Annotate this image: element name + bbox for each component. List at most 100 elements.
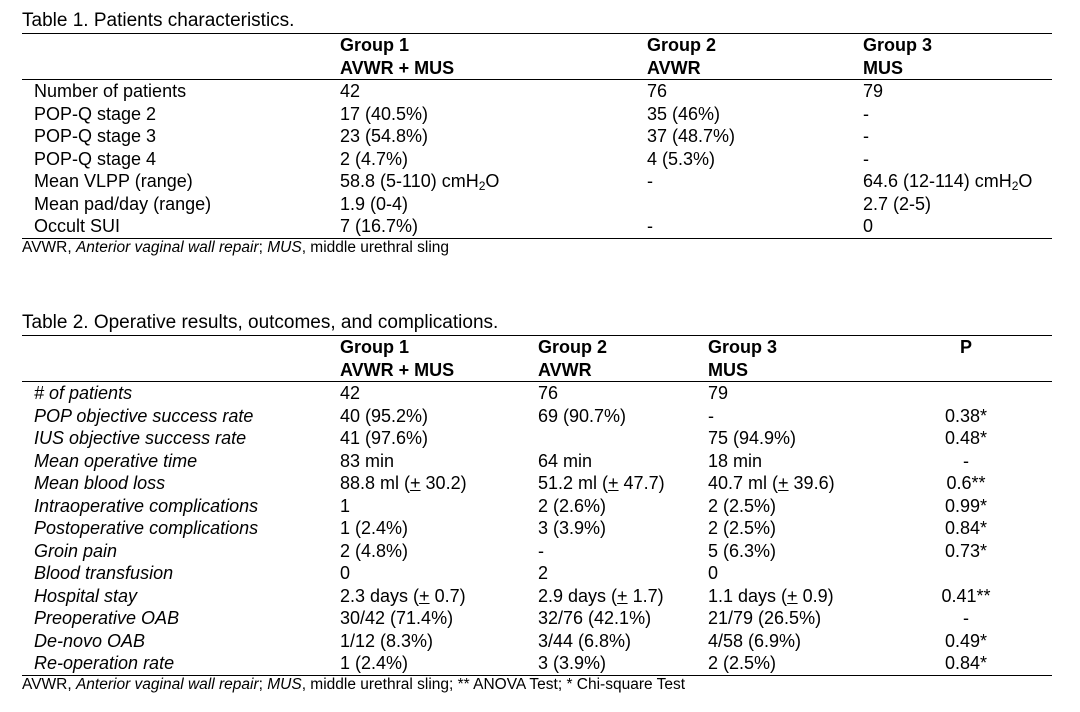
- table-cell: [647, 193, 863, 216]
- p-value-cell: -: [963, 450, 969, 471]
- table-cell: 0: [340, 563, 351, 583]
- table-1-header-group1: Group 1: [340, 35, 410, 55]
- table-row: Number of patients 42 76 79: [22, 80, 1052, 103]
- table-cell: 4/58 (6.9%): [708, 630, 802, 651]
- p-value-cell: 0.6**: [946, 473, 986, 493]
- table-2-subheader-group2: AVWR: [538, 358, 708, 382]
- table-2-caption: Table 2. Operative results, outcomes, an…: [22, 312, 1052, 336]
- table-cell: -: [647, 215, 863, 239]
- footnote-italic-abbrev: MUS: [267, 238, 302, 256]
- footnote-rest: , middle urethral sling: [301, 238, 450, 256]
- table-row: # of patients 42 76 79: [22, 382, 1052, 405]
- table-1-header-blank: [22, 34, 340, 57]
- p-value-cell: 0.49*: [944, 630, 988, 651]
- table-2-subheader-p: [880, 358, 1052, 382]
- table-cell: 5 (6.3%): [708, 540, 777, 561]
- table-cell: 2.7 (2-5): [863, 193, 932, 214]
- row-label: Preoperative OAB: [34, 608, 180, 628]
- table-cell: 35 (46%): [647, 103, 721, 124]
- footnote-abbrev: AVWR,: [22, 675, 76, 693]
- p-value-cell: [880, 562, 1052, 585]
- footnote-separator: ;: [258, 238, 268, 256]
- table-row: Preoperative OAB 30/42 (71.4%) 32/76 (42.1…: [22, 607, 1052, 630]
- table-row: POP-Q stage 2 17 (40.5%) 35 (46%) -: [22, 103, 1052, 126]
- table-cell: 3 (3.9%): [538, 518, 607, 538]
- table-cell: 3/44 (6.8%): [538, 630, 632, 651]
- table-cell: [538, 427, 708, 450]
- table-cell: 23 (54.8%): [340, 126, 429, 146]
- table-cell: -: [863, 103, 869, 124]
- table-cell: 0: [863, 215, 1052, 239]
- table-cell: 40.7 ml (+ 39.6): [708, 473, 835, 493]
- table-row: POP objective success rate 40 (95.2%) 69 (…: [22, 405, 1052, 428]
- table-cell: 7 (16.7%): [340, 215, 647, 239]
- table-cell: 69 (90.7%): [538, 405, 627, 426]
- table-cell: 1: [340, 495, 351, 516]
- row-label: Mean pad/day (range): [34, 193, 212, 214]
- table-cell: 64.6 (12-114) cmH2O: [863, 171, 1033, 193]
- table-cell: 3 (3.9%): [538, 652, 708, 676]
- table-cell: 58.8 (5-110) cmH2O: [340, 171, 500, 193]
- row-label: Postoperative complications: [34, 518, 259, 538]
- row-label: Groin pain: [34, 540, 118, 561]
- table-1-header-group3: Group 3: [863, 35, 933, 55]
- table-cell: 18 min: [708, 450, 763, 471]
- table-row: De-novo OAB 1/12 (8.3%) 3/44 (6.8%) 4/58 (6…: [22, 630, 1052, 653]
- table-row: Intraoperative complications 1 2 (2.6%) 2 (…: [22, 495, 1052, 518]
- p-value-cell: -: [963, 608, 969, 628]
- table-row: Postoperative complications 1 (2.4%) 3 (3.…: [22, 517, 1052, 540]
- p-value-cell: 0.99*: [944, 495, 988, 516]
- table-2-header-p: P: [959, 337, 972, 357]
- row-label: POP-Q stage 4: [34, 148, 157, 169]
- table-1-subheader-blank: [22, 56, 340, 80]
- row-label: POP objective success rate: [34, 405, 254, 426]
- table-cell: 2 (2.5%): [708, 652, 880, 676]
- table-cell: 1 (2.4%): [340, 518, 409, 538]
- row-label: # of patients: [34, 383, 133, 403]
- table-2-subheader-group1: AVWR + MUS: [340, 358, 538, 382]
- row-label: IUS objective success rate: [34, 428, 247, 448]
- footnote-separator: ;: [258, 675, 268, 693]
- table-cell: -: [708, 405, 714, 426]
- table-cell: 1 (2.4%): [340, 652, 538, 676]
- table-row: Mean VLPP (range) 58.8 (5-110) cmH2O - 6…: [22, 170, 1052, 193]
- table-cell: 2 (2.5%): [708, 518, 777, 538]
- footnote-italic-term: Anterior vaginal wall repair: [75, 238, 259, 256]
- table-cell: 37 (48.7%): [647, 126, 736, 146]
- table-row: Mean blood loss 88.8 ml (+ 30.2) 51.2 ml (…: [22, 472, 1052, 495]
- table-cell: 75 (94.9%): [708, 428, 797, 448]
- table-cell: 1/12 (8.3%): [340, 630, 434, 651]
- table-row: Mean operative time 83 min 64 min 18 min -: [22, 450, 1052, 473]
- table-2-subheader-group3: MUS: [708, 358, 880, 382]
- table-cell: 2 (2.5%): [708, 495, 777, 516]
- table-cell: 40 (95.2%): [340, 405, 429, 426]
- p-value-cell: 0.48*: [944, 428, 988, 448]
- table-cell: -: [863, 126, 869, 146]
- table-1-subheader-group1: AVWR + MUS: [340, 56, 647, 80]
- p-value-cell: [880, 382, 1052, 405]
- table-1-footnote: AVWR, Anterior vaginal wall repair; MUS,…: [22, 239, 1052, 257]
- table-cell: 1.1 days (+ 0.9): [708, 585, 834, 606]
- row-label: Number of patients: [34, 81, 187, 101]
- table-row: Hospital stay 2.3 days (+ 0.7) 2.9 days (+…: [22, 585, 1052, 608]
- table-cell: 79: [863, 81, 884, 101]
- row-label: POP-Q stage 2: [34, 103, 157, 124]
- table-cell: 88.8 ml (+ 30.2): [340, 473, 467, 493]
- row-label: Re-operation rate: [22, 652, 340, 676]
- table-cell: 2 (4.7%): [340, 148, 409, 169]
- table-cell: 51.2 ml (+ 47.7): [538, 473, 665, 493]
- table-row: IUS objective success rate 41 (97.6%) 75 (…: [22, 427, 1052, 450]
- table-cell: 42: [340, 383, 361, 403]
- footnote-abbrev: AVWR,: [22, 238, 76, 256]
- table-cell: 2.3 days (+ 0.7): [340, 585, 466, 606]
- table-cell: 76: [647, 81, 668, 101]
- table-row: Re-operation rate 1 (2.4%) 3 (3.9%) 2 (2.5%…: [22, 652, 1052, 676]
- table-cell: 32/76 (42.1%): [538, 608, 652, 628]
- table-cell: 2.9 days (+ 1.7): [538, 585, 664, 606]
- p-value-cell: 0.38*: [944, 405, 988, 426]
- table-cell: 2 (2.6%): [538, 495, 607, 516]
- table-2: Table 2. Operative results, outcomes, an…: [22, 312, 1052, 694]
- table-cell: 17 (40.5%): [340, 103, 429, 124]
- table-cell: 2: [538, 563, 549, 583]
- row-label: Occult SUI: [22, 215, 340, 239]
